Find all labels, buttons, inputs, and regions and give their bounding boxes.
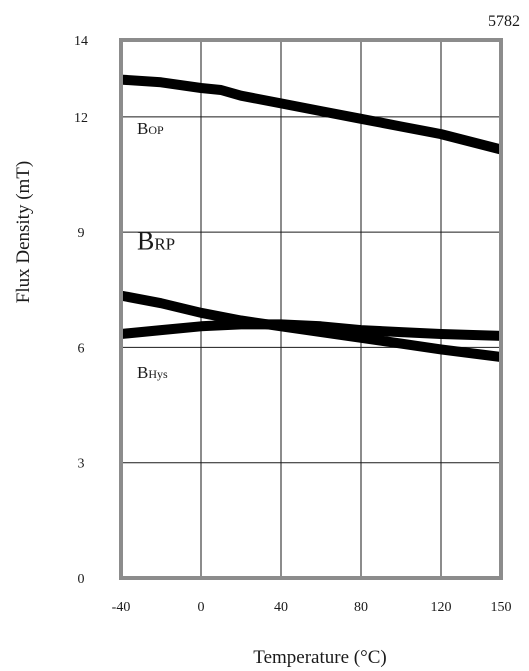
figure-id: 5782 [488, 13, 520, 30]
series-label-bhys: BHys [137, 363, 168, 382]
chart-series-labels: BOP BRP BHys [137, 119, 175, 382]
x-axis-label: Temperature (°C) [253, 647, 386, 668]
series-label-bop: BOP [137, 119, 164, 138]
y-tick-label: 0 [78, 572, 85, 587]
x-axis-ticks: -40 0 40 80 120 150 [112, 600, 512, 615]
y-tick-label: 14 [74, 34, 88, 49]
x-tick-label: 120 [431, 600, 452, 615]
series-line-bop [120, 74, 503, 155]
series-label-brp: BRP [137, 226, 175, 255]
x-tick-label: 150 [491, 600, 512, 615]
y-tick-label: 3 [78, 457, 85, 472]
x-tick-label: 0 [198, 600, 205, 615]
y-tick-label: 12 [74, 111, 88, 126]
y-axis-label: Flux Density (mT) [13, 161, 34, 304]
series-line-bhys [120, 319, 502, 341]
x-tick-label: 80 [354, 600, 368, 615]
x-tick-label: -40 [112, 600, 131, 615]
x-tick-label: 40 [274, 600, 288, 615]
y-tick-label: 9 [78, 226, 85, 241]
y-tick-label: 6 [78, 341, 85, 356]
y-axis-ticks: 0 3 6 9 12 14 [74, 34, 88, 587]
plot-frame [119, 38, 503, 580]
chart-series-lines [120, 74, 503, 362]
